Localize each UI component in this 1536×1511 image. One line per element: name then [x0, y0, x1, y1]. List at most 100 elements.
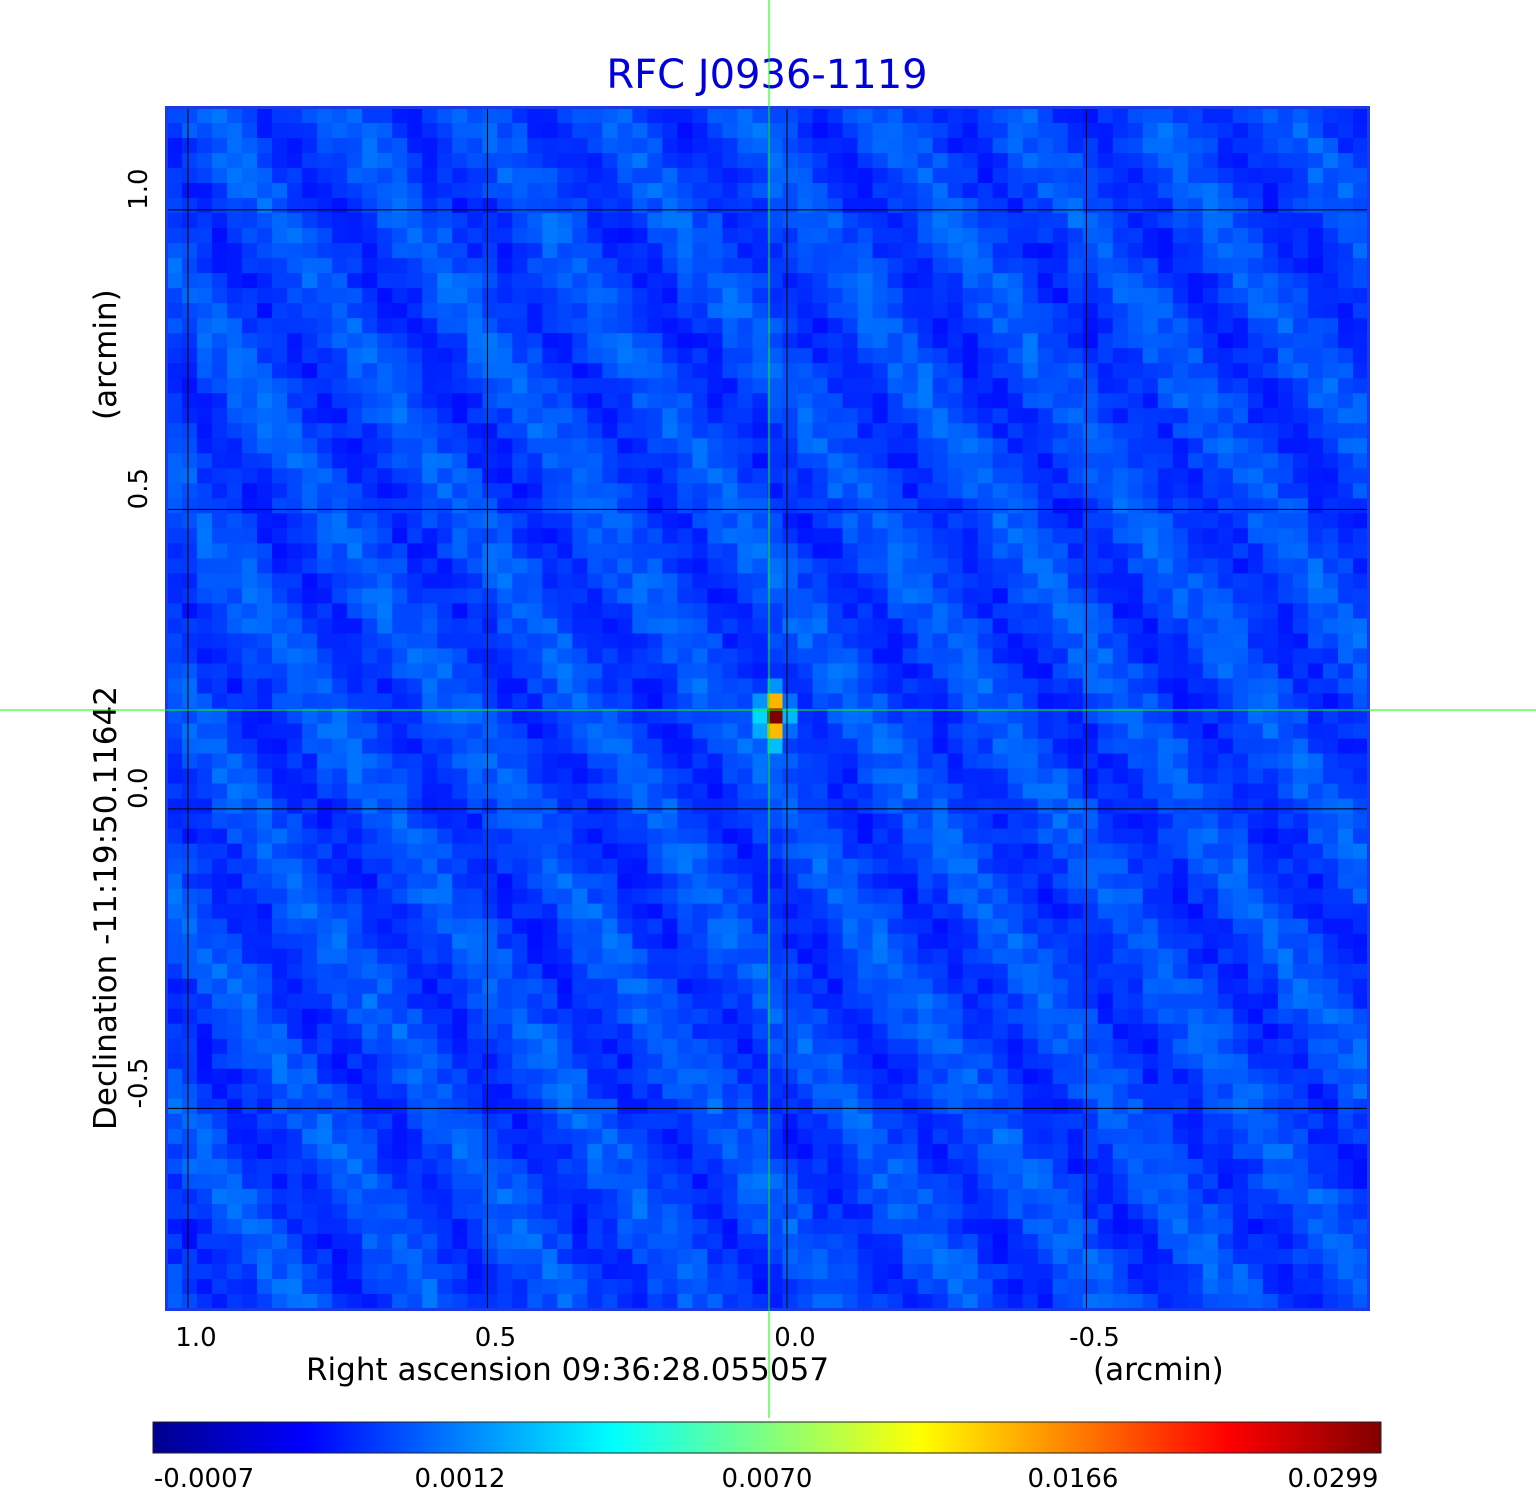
heatmap-cell: [1112, 828, 1129, 845]
heatmap-cell: [1247, 873, 1264, 890]
heatmap-cell: [452, 558, 468, 574]
heatmap-cell: [167, 378, 183, 394]
heatmap-cell: [842, 288, 859, 304]
heatmap-cell: [857, 933, 874, 950]
heatmap-cell: [542, 738, 558, 755]
heatmap-cell: [1112, 888, 1129, 905]
heatmap-cell: [917, 648, 934, 665]
heatmap-cell: [782, 588, 799, 605]
heatmap-cell: [917, 738, 934, 755]
heatmap-cell: [1007, 333, 1024, 349]
heatmap-cell: [722, 993, 739, 1010]
heatmap-cell: [902, 693, 919, 710]
heatmap-cell: [542, 303, 558, 319]
heatmap-cell: [647, 498, 664, 514]
heatmap-cell: [1352, 843, 1368, 860]
heatmap-cell: [932, 828, 949, 845]
heatmap-cell: [662, 153, 679, 169]
heatmap-cell: [287, 168, 303, 184]
heatmap-cell: [287, 513, 303, 529]
heatmap-cell: [1142, 408, 1159, 424]
heatmap-cell: [437, 798, 453, 815]
heatmap-cell: [632, 513, 648, 529]
heatmap-cell: [692, 258, 709, 274]
heatmap-cell: [1172, 363, 1189, 379]
heatmap-cell: [1307, 363, 1324, 379]
heatmap-cell: [1037, 948, 1054, 965]
heatmap-cell: [167, 198, 183, 214]
heatmap-cell: [197, 678, 213, 695]
heatmap-cell: [1067, 558, 1084, 574]
heatmap-cell: [992, 873, 1009, 890]
heatmap-cell: [362, 858, 378, 875]
heatmap-cell: [737, 978, 754, 995]
heatmap-cell: [377, 213, 393, 229]
heatmap-cell: [857, 633, 874, 650]
heatmap-cell: [422, 183, 438, 199]
heatmap-cell: [1022, 498, 1039, 514]
heatmap-cell: [752, 423, 769, 439]
heatmap-cell: [1202, 948, 1219, 965]
heatmap-cell: [572, 153, 588, 169]
heatmap-cell: [812, 183, 829, 199]
heatmap-cell: [227, 783, 243, 800]
heatmap-cell: [332, 918, 348, 935]
heatmap-cell: [467, 978, 483, 995]
heatmap-cell: [422, 843, 438, 860]
heatmap-cell: [812, 798, 829, 815]
heatmap-cell: [467, 1038, 483, 1055]
heatmap-cell: [617, 318, 633, 334]
heatmap-cell: [1067, 288, 1084, 304]
heatmap-cell: [422, 1023, 438, 1040]
heatmap-cell: [242, 768, 258, 785]
heatmap-cell: [1262, 213, 1279, 229]
heatmap-cell: [992, 438, 1009, 454]
heatmap-cell: [1292, 438, 1309, 454]
heatmap-cell: [722, 453, 739, 469]
heatmap-cell: [317, 618, 333, 635]
heatmap-cell: [362, 828, 378, 845]
heatmap-cell: [1202, 723, 1219, 740]
heatmap-cell: [377, 588, 393, 605]
heatmap-cell: [542, 1023, 558, 1040]
heatmap-cell: [1007, 588, 1024, 605]
heatmap-cell: [887, 813, 904, 830]
heatmap-cell: [527, 1038, 543, 1055]
heatmap-cell: [362, 483, 378, 499]
heatmap-cell: [497, 258, 513, 274]
heatmap-cell: [227, 363, 243, 379]
heatmap-cell: [602, 618, 618, 635]
heatmap-cell: [887, 108, 904, 124]
heatmap-cell: [362, 588, 378, 605]
heatmap-cell: [782, 993, 799, 1010]
heatmap-cell: [737, 768, 754, 785]
heatmap-cell: [1142, 333, 1159, 349]
heatmap-cell: [1022, 798, 1039, 815]
heatmap-cell: [1082, 1008, 1099, 1025]
heatmap-cell: [857, 363, 874, 379]
heatmap-cell: [1127, 498, 1144, 514]
heatmap-cell: [812, 453, 829, 469]
heatmap-cell: [362, 333, 378, 349]
heatmap-cell: [662, 288, 679, 304]
heatmap-cell: [1352, 858, 1368, 875]
heatmap-cell: [1022, 903, 1039, 920]
heatmap-cell: [1097, 768, 1114, 785]
heatmap-cell: [692, 498, 709, 514]
heatmap-cell: [452, 663, 468, 680]
heatmap-cell: [347, 288, 363, 304]
heatmap-cell: [1247, 393, 1264, 409]
heatmap-cell: [1067, 318, 1084, 334]
heatmap-cell: [1037, 963, 1054, 980]
heatmap-cell: [1232, 918, 1249, 935]
heatmap-cell: [407, 738, 423, 755]
heatmap-cell: [797, 963, 814, 980]
heatmap-cell: [1142, 963, 1159, 980]
heatmap-cell: [797, 603, 814, 620]
heatmap-cell: [317, 423, 333, 439]
heatmap-cell: [797, 678, 814, 695]
heatmap-cell: [512, 453, 528, 469]
heatmap-cell: [482, 663, 498, 680]
heatmap-cell: [1217, 453, 1234, 469]
heatmap-cell: [1187, 183, 1204, 199]
